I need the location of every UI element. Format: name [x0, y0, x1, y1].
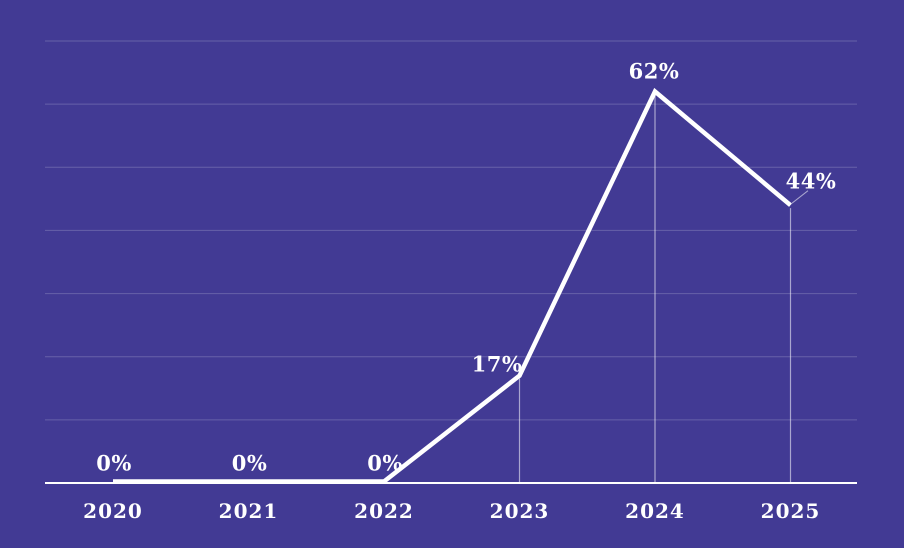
x-tick-label: 2021 — [218, 498, 279, 523]
data-series-line — [113, 87, 792, 484]
data-point-label: 62% — [628, 58, 680, 84]
data-point-label: 0% — [231, 450, 268, 476]
data-point-label: 0% — [96, 450, 132, 476]
x-tick-label: 2022 — [354, 498, 414, 523]
data-point-label: 17% — [471, 351, 523, 377]
data-point-label: 44% — [785, 168, 837, 194]
data-point-label: 0% — [367, 450, 403, 476]
x-tick-label: 2023 — [489, 498, 550, 523]
x-tick-label: 2020 — [83, 498, 143, 523]
x-tick-label: 2025 — [760, 498, 821, 523]
x-tick-label: 2024 — [625, 498, 685, 523]
label-leader-line — [791, 190, 809, 204]
